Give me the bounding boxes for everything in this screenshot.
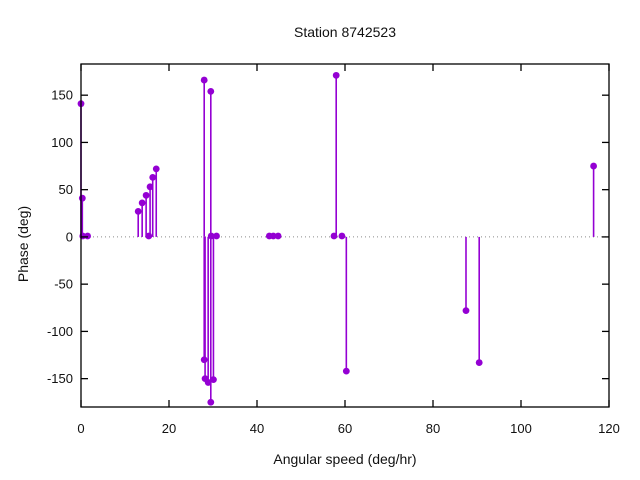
data-point [342,367,350,375]
data-point [200,76,208,84]
data-point [134,208,142,215]
data-point [462,307,470,315]
data-point [207,88,215,95]
data-point [152,165,160,173]
data-point [142,191,150,199]
x-tick-label: 0 [77,421,84,436]
chart-title: Station 8742523 [294,24,396,40]
x-tick-label: 120 [598,421,620,436]
data-point [207,398,215,406]
data-point [330,232,338,240]
data-point [200,356,208,364]
x-tick-label: 100 [510,421,532,436]
y-tick-label: 50 [59,182,73,197]
y-tick-label: -150 [47,371,73,386]
data-point [210,376,217,383]
data-point [84,232,91,240]
x-axis-label: Angular speed (deg/hr) [273,451,417,467]
y-tick-label: -50 [54,277,73,292]
x-tick-label: 40 [250,421,264,436]
y-tick-label: -100 [47,324,73,339]
data-point [138,199,146,207]
data-point [145,232,153,240]
y-tick-label: 100 [51,135,73,150]
data-point [149,173,157,181]
data-point [590,162,597,170]
data-point [207,232,215,240]
data-point [269,232,277,240]
y-tick-label: 0 [66,229,73,244]
data-point [213,232,220,240]
data-point [78,194,86,202]
data-point [475,359,483,366]
data-point [332,71,340,79]
x-tick-label: 20 [162,421,176,436]
x-tick-label: 80 [426,421,440,436]
data-point [146,183,154,191]
data-point [274,232,282,240]
y-axis-label: Phase (deg) [15,205,31,283]
data-point [338,232,346,240]
data-point [204,379,212,386]
x-tick-label: 60 [338,421,352,436]
y-tick-label: 150 [51,88,73,103]
